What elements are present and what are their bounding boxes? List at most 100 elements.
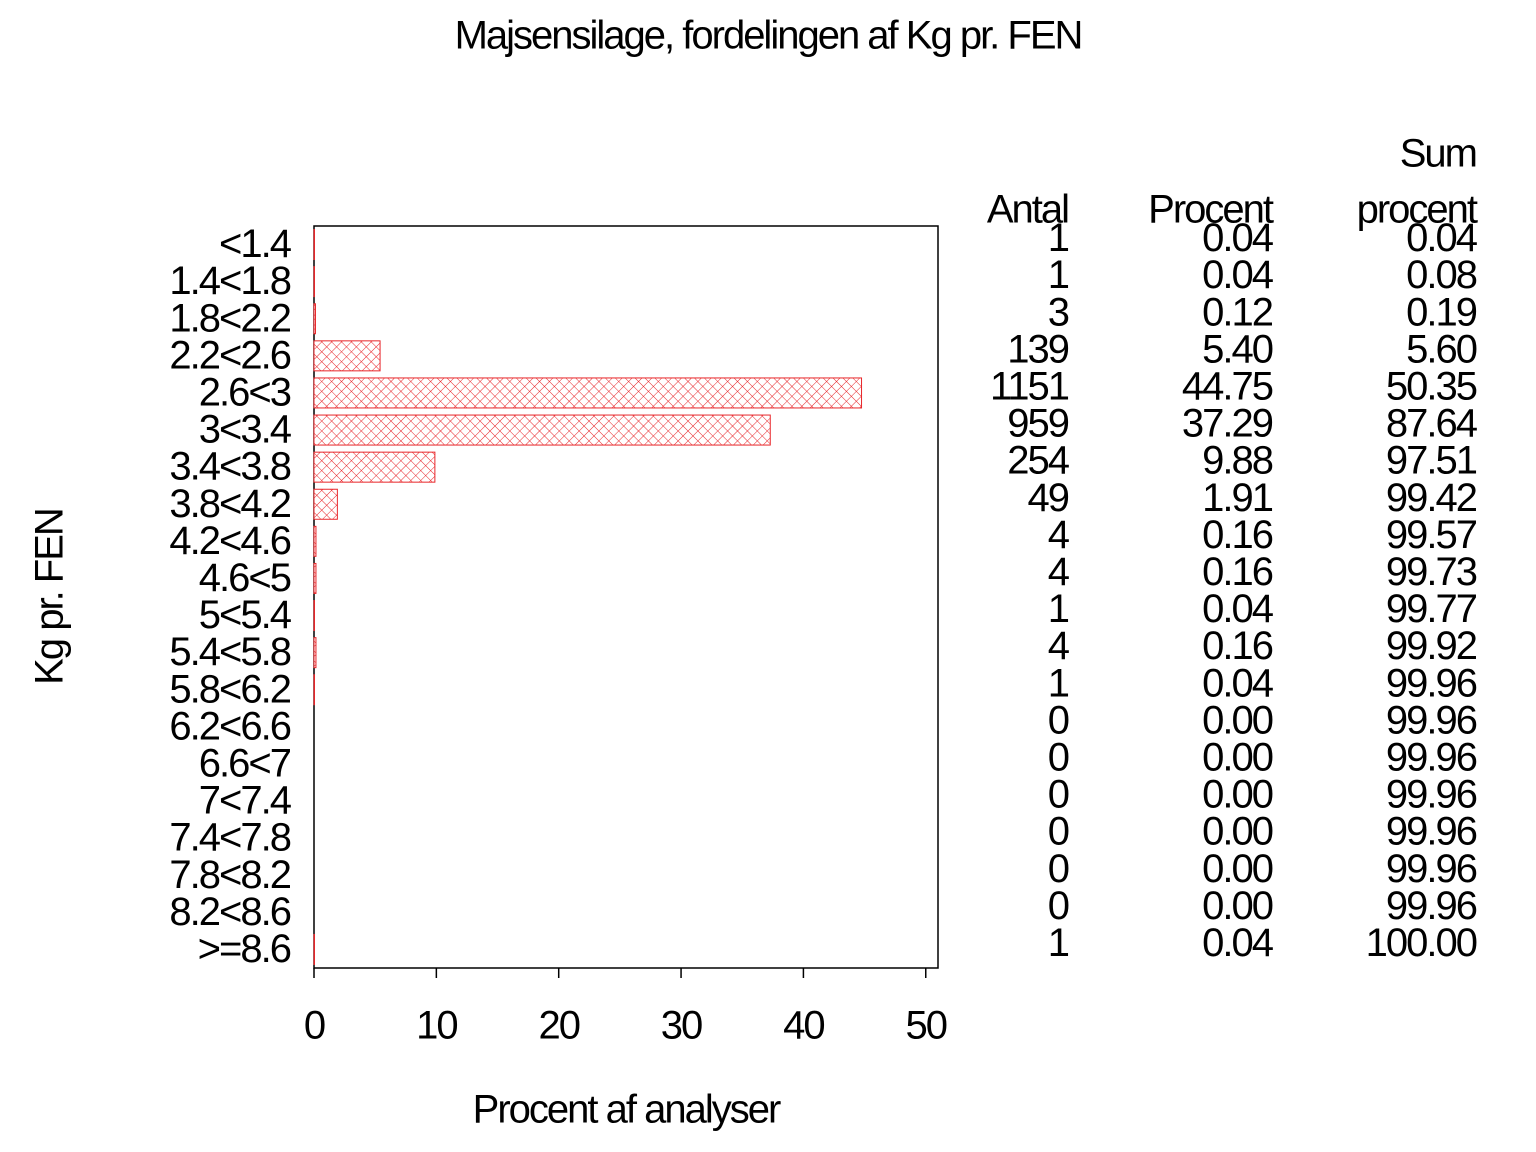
table-header: Procent <box>1148 188 1274 232</box>
table-cumulative: 0.04 <box>1406 216 1478 260</box>
y-tick-label: 8.2<8.6 <box>169 890 290 934</box>
table-cumulative: 97.51 <box>1386 439 1477 483</box>
table-count: 0 <box>1048 884 1069 928</box>
bar <box>313 303 316 335</box>
table-cumulative: 99.96 <box>1386 773 1477 817</box>
bar <box>313 562 317 594</box>
table-count: 1 <box>1048 216 1069 260</box>
y-tick-label: 3.8<4.2 <box>169 482 290 526</box>
value-label: 1.91 <box>1202 476 1273 520</box>
table-cumulative: 99.96 <box>1386 698 1477 742</box>
x-tick-label: 30 <box>661 1004 702 1048</box>
y-tick-label: 1.8<2.2 <box>169 296 290 340</box>
value-label: 0.00 <box>1202 884 1273 928</box>
table-count: 139 <box>1007 327 1068 371</box>
table-count: 4 <box>1048 624 1070 668</box>
value-label: 0.00 <box>1202 736 1273 780</box>
y-tick-label: 3.4<3.8 <box>169 445 290 489</box>
table-count: 0 <box>1048 810 1069 854</box>
value-label: 0.16 <box>1202 513 1273 557</box>
table-count: 1 <box>1048 661 1069 705</box>
x-tick-label: 10 <box>416 1004 457 1048</box>
table-cumulative: 99.96 <box>1386 661 1477 705</box>
y-tick-label: 7.4<7.8 <box>169 816 290 860</box>
table-count: 1 <box>1048 587 1069 631</box>
table-count: 4 <box>1048 550 1070 594</box>
value-label: 44.75 <box>1182 365 1273 409</box>
table-count: 49 <box>1028 476 1069 520</box>
table-cumulative: 99.77 <box>1386 587 1477 631</box>
y-tick-label: 4.2<4.6 <box>169 519 290 563</box>
table-count: 959 <box>1007 402 1068 446</box>
value-label: 37.29 <box>1182 402 1273 446</box>
table-cumulative: 99.96 <box>1386 884 1477 928</box>
table-cumulative: 0.19 <box>1406 290 1477 334</box>
value-label: 0.04 <box>1202 253 1274 297</box>
value-label: 0.04 <box>1202 587 1274 631</box>
y-tick-label: 7.8<8.2 <box>169 853 290 897</box>
table-cumulative: 0.08 <box>1406 253 1477 297</box>
y-tick-label: 1.4<1.8 <box>169 259 290 303</box>
table-cumulative: 99.96 <box>1386 736 1477 780</box>
value-label: 0.00 <box>1202 773 1273 817</box>
bar <box>313 451 436 483</box>
value-label: 0.04 <box>1202 216 1274 260</box>
table-header: Sum <box>1400 132 1476 176</box>
x-axis-label: Procent af analyser <box>473 1088 781 1132</box>
bar <box>313 488 338 520</box>
x-tick-label: 0 <box>304 1004 325 1048</box>
y-tick-label: 6.2<6.6 <box>169 704 290 748</box>
table-count: 1151 <box>990 365 1069 409</box>
x-tick-label: 40 <box>783 1004 824 1048</box>
value-label: 0.16 <box>1202 624 1273 668</box>
y-axis-label: Kg pr. FEN <box>28 509 72 685</box>
y-tick-label: 4.6<5 <box>199 556 291 600</box>
table-header: procent <box>1357 188 1478 232</box>
y-tick-label: 7<7.4 <box>199 779 292 823</box>
plot-frame <box>313 225 939 969</box>
table-cumulative: 99.57 <box>1386 513 1477 557</box>
table-count: 1 <box>1048 921 1069 965</box>
y-tick-label: 6.6<7 <box>199 742 291 786</box>
y-tick-label: >=8.6 <box>198 927 291 971</box>
value-label: 0.04 <box>1202 661 1274 705</box>
table-cumulative: 99.92 <box>1386 624 1477 668</box>
bar <box>313 637 317 669</box>
table-cumulative: 99.73 <box>1386 550 1477 594</box>
y-tick-label: 2.6<3 <box>199 371 291 415</box>
bar <box>313 377 863 409</box>
bar <box>313 525 317 557</box>
table-cumulative: 50.35 <box>1386 365 1477 409</box>
value-label: 0.12 <box>1202 290 1273 334</box>
y-tick-label: 5<5.4 <box>199 593 292 637</box>
table-count: 0 <box>1048 773 1069 817</box>
table-count: 1 <box>1048 253 1069 297</box>
table-cumulative: 87.64 <box>1386 402 1478 446</box>
y-tick-label: 2.2<2.6 <box>169 333 290 377</box>
x-tick-label: 20 <box>538 1004 579 1048</box>
y-tick-label: 5.8<6.2 <box>169 667 290 711</box>
table-count: 4 <box>1048 513 1070 557</box>
table-count: 0 <box>1048 698 1069 742</box>
table-header: Antal <box>987 188 1068 232</box>
table-count: 254 <box>1007 439 1069 483</box>
value-label: 0.00 <box>1202 698 1273 742</box>
value-label: 0.16 <box>1202 550 1273 594</box>
table-cumulative: 99.96 <box>1386 810 1477 854</box>
table-cumulative: 100.00 <box>1366 921 1477 965</box>
table-cumulative: 5.60 <box>1406 327 1477 371</box>
bar <box>313 414 771 446</box>
value-label: 9.88 <box>1202 439 1273 483</box>
value-label: 5.40 <box>1202 327 1273 371</box>
table-count: 0 <box>1048 847 1069 891</box>
x-tick-label: 50 <box>906 1004 947 1048</box>
y-tick-label: <1.4 <box>219 222 292 266</box>
table-cumulative: 99.42 <box>1386 476 1477 520</box>
bar <box>313 340 381 372</box>
value-label: 0.00 <box>1202 810 1273 854</box>
y-tick-label: 5.4<5.8 <box>169 630 290 674</box>
table-count: 3 <box>1048 290 1069 334</box>
y-tick-label: 3<3.4 <box>199 408 292 452</box>
chart-title: Majsensilage, fordelingen af Kg pr. FEN <box>455 14 1082 58</box>
